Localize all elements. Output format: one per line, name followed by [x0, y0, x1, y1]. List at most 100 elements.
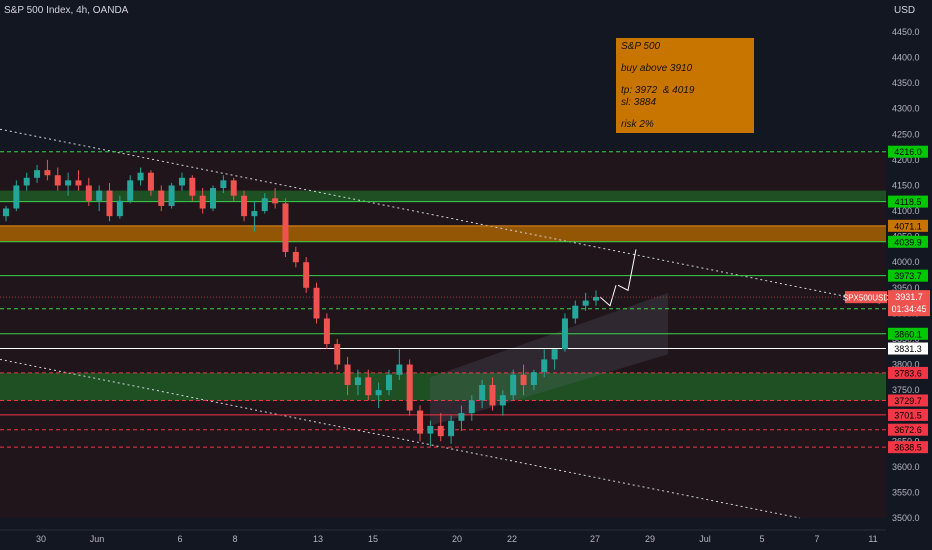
candle-body-13 — [137, 172, 144, 181]
symbol-tag: SPX500USD — [843, 294, 889, 303]
y-tick-5: 3750.0 — [892, 385, 920, 395]
level-label-bg-4 — [888, 269, 928, 282]
y-tick-18: 4400.0 — [892, 53, 920, 63]
currency-label: USD — [894, 5, 916, 16]
x-tick-4: 13 — [313, 534, 323, 544]
candle-body-51 — [530, 372, 537, 385]
candle-body-33 — [344, 364, 351, 385]
y-tick-1: 3550.0 — [892, 487, 920, 497]
candle-body-49 — [510, 374, 517, 396]
level-label-bg-11 — [888, 423, 928, 436]
level-label-8: 3783.6 — [894, 368, 922, 378]
level-label-3: 4039.9 — [894, 237, 922, 247]
level-label-1: 4118.5 — [895, 197, 922, 207]
x-tick-11: 5 — [759, 534, 764, 544]
candle-body-26 — [272, 198, 279, 204]
note-stop-loss: sl: 3884 — [621, 97, 657, 108]
candle-body-29 — [303, 262, 310, 288]
candle-body-2 — [23, 177, 30, 186]
candle-body-34 — [354, 377, 361, 385]
candle-body-25 — [261, 198, 268, 212]
trade-note-box[interactable]: S&P 500 buy above 3910 tp: 3972 & 4019 s… — [616, 38, 754, 133]
candle-body-22 — [230, 180, 237, 196]
level-label-12: 3638.5 — [894, 443, 922, 453]
y-tick-19: 4450.0 — [892, 27, 920, 37]
candle-body-35 — [365, 377, 372, 396]
candle-body-27 — [282, 203, 289, 252]
y-tick-0: 3500.0 — [892, 513, 920, 523]
x-tick-0: 30 — [36, 534, 46, 544]
candle-body-9 — [96, 190, 103, 201]
candle-body-19 — [199, 195, 206, 209]
note-entry: buy above 3910 — [621, 63, 693, 74]
level-label-10: 3701.5 — [894, 410, 922, 420]
candle-body-57 — [593, 296, 599, 301]
level-label-11: 3672.6 — [894, 425, 922, 435]
level-label-bg-2 — [888, 219, 928, 232]
candle-body-16 — [168, 185, 175, 206]
candle-body-24 — [251, 211, 258, 217]
level-label-bg-8 — [888, 366, 928, 379]
x-tick-13: 11 — [868, 534, 877, 544]
x-tick-1: Jun — [90, 534, 105, 544]
candle-body-3 — [34, 170, 41, 178]
symbol-tag-bg — [845, 291, 887, 304]
level-label-bg-7 — [888, 342, 928, 355]
countdown-label: 01:34:45 — [891, 304, 926, 314]
note-title: S&P 500 — [621, 41, 661, 52]
candle-body-45 — [468, 400, 475, 414]
candle-body-20 — [210, 188, 217, 209]
candle-body-37 — [385, 374, 392, 391]
projection-arrow-2 — [617, 249, 637, 292]
x-tick-2: 6 — [177, 534, 182, 544]
y-tick-16: 4300.0 — [892, 104, 920, 114]
y-tick-14: 4200.0 — [892, 155, 920, 165]
candle-body-39 — [406, 364, 413, 411]
candle-body-14 — [147, 172, 154, 191]
candle-body-52 — [541, 359, 548, 373]
x-tick-5: 15 — [368, 534, 378, 544]
level-label-6: 3860.1 — [894, 329, 922, 339]
candle-body-48 — [499, 395, 506, 406]
level-label-bg-6 — [888, 327, 928, 340]
channel-shade — [0, 151, 886, 518]
candle-body-56 — [582, 300, 589, 306]
candle-body-4 — [44, 170, 51, 176]
candle-body-54 — [561, 318, 568, 350]
candle-body-5 — [54, 175, 61, 186]
x-tick-6: 20 — [452, 534, 462, 544]
candle-body-36 — [375, 390, 382, 396]
candle-body-38 — [396, 364, 403, 375]
candle-body-46 — [479, 384, 486, 401]
candle-body-8 — [85, 185, 92, 201]
candle-body-21 — [220, 180, 227, 189]
y-tick-13: 4150.0 — [892, 180, 920, 190]
y-tick-2: 3600.0 — [892, 462, 920, 472]
note-take-profit: tp: 3972 & 4019 — [621, 85, 695, 96]
candle-body-6 — [65, 180, 72, 186]
candle-body-18 — [189, 177, 196, 196]
candle-body-23 — [241, 195, 248, 217]
level-label-7: 3831.3 — [894, 344, 922, 354]
candle-body-53 — [551, 349, 558, 360]
zone-orange-1 — [0, 225, 886, 242]
x-tick-8: 27 — [590, 534, 600, 544]
candle-body-17 — [178, 177, 185, 186]
level-label-9: 3729.7 — [894, 396, 922, 406]
lower-trendline — [0, 358, 801, 519]
level-label-bg-12 — [888, 441, 928, 454]
y-tick-10: 4000.0 — [892, 257, 920, 267]
x-tick-12: 7 — [814, 534, 819, 544]
candle-body-42 — [437, 425, 444, 437]
x-tick-9: 29 — [645, 534, 655, 544]
candle-body-44 — [458, 413, 465, 421]
level-label-bg-3 — [888, 235, 928, 248]
y-tick-12: 4100.0 — [892, 206, 920, 216]
candle-body-0 — [3, 208, 9, 217]
candle-body-41 — [427, 425, 434, 434]
level-label-4: 3973.7 — [894, 271, 922, 281]
candle-body-31 — [323, 318, 330, 345]
candle-body-30 — [313, 287, 320, 319]
projection-arrow-1 — [599, 285, 617, 307]
